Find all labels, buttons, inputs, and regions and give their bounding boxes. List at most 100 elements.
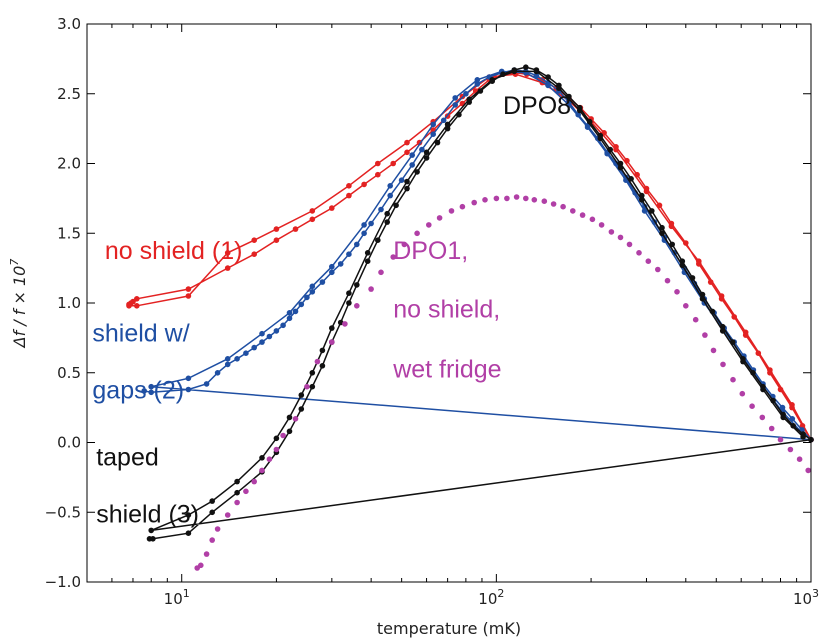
data-point — [361, 181, 367, 188]
data-point — [401, 241, 408, 248]
data-point — [273, 328, 280, 334]
data-point — [251, 251, 257, 257]
data-point — [404, 139, 410, 146]
data-point — [589, 216, 596, 223]
data-point — [739, 390, 746, 397]
data-point — [393, 202, 399, 209]
y-axis-label-exponent: 7 — [8, 259, 21, 266]
data-point — [523, 195, 529, 202]
data-point — [309, 216, 316, 223]
series-4 — [194, 194, 811, 571]
data-point — [456, 111, 462, 118]
data-point — [541, 198, 548, 204]
data-point — [699, 291, 706, 298]
data-point — [224, 361, 231, 368]
data-point — [354, 241, 360, 248]
data-point — [309, 370, 316, 376]
y-axis-label: Δf / f × 107 — [8, 259, 29, 350]
x-axis-label: temperature (mK) — [377, 619, 521, 638]
data-point — [426, 222, 432, 228]
y-axis-label-text: Δf / f × 10 — [10, 266, 29, 350]
data-point — [141, 388, 147, 394]
data-point — [709, 308, 716, 315]
data-point — [364, 250, 371, 256]
data-point — [566, 102, 572, 108]
data-point — [361, 230, 367, 237]
data-point — [730, 376, 736, 383]
data-point — [209, 498, 215, 504]
data-point — [707, 279, 714, 285]
data-point — [329, 325, 335, 331]
data-point — [319, 347, 326, 354]
data-point — [659, 224, 665, 231]
data-point — [440, 117, 447, 124]
data-point — [224, 265, 231, 271]
data-point — [740, 358, 746, 365]
data-point — [185, 512, 192, 518]
data-point — [298, 301, 305, 308]
data-point — [799, 423, 806, 429]
data-point — [214, 370, 221, 376]
data-point — [767, 367, 773, 373]
y-tick-label: 1.5 — [57, 224, 81, 242]
data-point — [669, 241, 675, 248]
data-point — [471, 199, 478, 206]
data-point — [398, 177, 405, 183]
data-point — [699, 296, 706, 302]
data-point — [639, 197, 645, 203]
y-tick-label: 3.0 — [57, 15, 81, 33]
data-point — [234, 356, 240, 362]
data-point — [779, 404, 786, 411]
data-point — [375, 171, 381, 178]
data-point — [292, 226, 299, 232]
y-tick-label: 2.5 — [57, 85, 81, 103]
data-point — [409, 162, 416, 168]
series-3 — [146, 64, 814, 542]
annotation-dp3: wet fridge — [392, 356, 501, 384]
data-point — [643, 188, 650, 195]
data-point — [390, 254, 397, 260]
data-point — [607, 146, 613, 153]
y-tick-label: −1.0 — [45, 573, 81, 591]
data-point — [493, 195, 500, 202]
data-point — [309, 383, 316, 390]
data-point — [286, 414, 293, 421]
data-point — [314, 358, 321, 365]
data-point — [430, 131, 437, 137]
data-point — [692, 316, 699, 323]
data-point — [604, 150, 610, 157]
data-point — [545, 74, 551, 80]
data-point — [689, 275, 696, 281]
data-point — [419, 146, 425, 153]
data-point — [266, 456, 273, 463]
data-point — [243, 488, 249, 495]
data-point — [309, 208, 316, 214]
data-point — [463, 91, 469, 97]
data-point — [668, 223, 675, 230]
data-point — [750, 370, 756, 376]
annotation-dp1: DPO1, — [393, 237, 468, 265]
data-point — [203, 381, 210, 387]
data-point — [404, 149, 410, 156]
data-point — [387, 192, 394, 199]
data-point — [466, 96, 473, 103]
data-point — [126, 303, 132, 309]
data-point — [777, 436, 784, 443]
data-point — [531, 197, 538, 203]
data-point — [500, 71, 506, 77]
data-point — [482, 197, 488, 203]
data-point — [259, 339, 265, 345]
data-point — [719, 328, 726, 334]
series-layer — [126, 64, 814, 571]
data-point — [259, 455, 265, 461]
data-point — [649, 208, 655, 214]
data-point — [234, 478, 240, 485]
data-point — [683, 240, 689, 246]
data-point — [628, 176, 634, 182]
data-point — [645, 258, 652, 265]
annotation-dp2: no shield, — [393, 296, 500, 324]
annotation-layer: DPO8 no shield (1) shield w/gaps (2) taped s… — [92, 92, 571, 529]
data-point — [679, 262, 686, 269]
data-point — [720, 361, 726, 368]
